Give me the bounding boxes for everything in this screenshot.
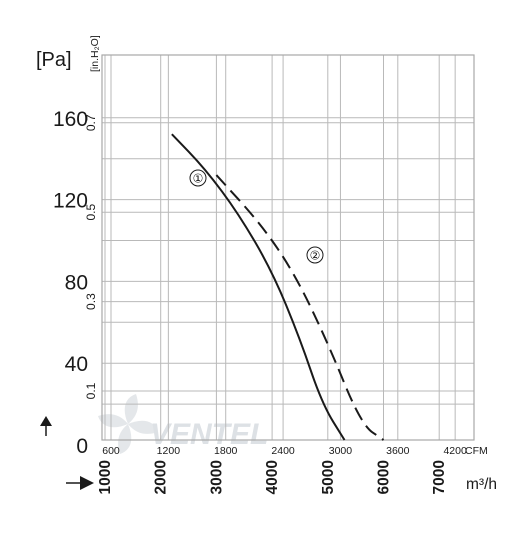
cfm-tick-label: 2400 xyxy=(271,445,295,457)
cfm-tick-label: 1200 xyxy=(157,445,181,457)
inh2o-tick-label: 0.1 xyxy=(84,382,98,399)
curve-marker-2 xyxy=(306,246,324,264)
curve-series-2 xyxy=(215,174,385,441)
inh2o-tick-label: 0.5 xyxy=(84,204,98,221)
inh2o-tick-label: 0.7 xyxy=(84,114,98,131)
m3h-tick-label: 6000 xyxy=(376,460,393,494)
cfm-tick-label: 600 xyxy=(102,445,120,457)
m3h-tick-label: 5000 xyxy=(320,460,337,494)
curves: ①② xyxy=(171,133,385,441)
curve-marker-1 xyxy=(189,169,207,187)
cfm-tick-label: 3600 xyxy=(386,445,410,457)
plot-frame xyxy=(101,54,475,441)
m3h-tick-label: 2000 xyxy=(153,460,170,494)
pa-tick-label: 120 xyxy=(53,190,88,213)
pa-tick-label: 0 xyxy=(76,435,88,458)
m3h-tick-label: 7000 xyxy=(431,460,448,494)
grid xyxy=(102,55,474,440)
curve-label-1: ① xyxy=(193,172,204,186)
cfm-tick-label: 1800 xyxy=(214,445,238,457)
inh2o-unit-label: [in.H₂O] xyxy=(89,35,101,72)
watermark-text: VENTEL xyxy=(150,418,268,451)
curve-series-1 xyxy=(171,133,346,441)
m3h-unit-label: m³/h xyxy=(466,476,497,493)
pa-tick-label: 80 xyxy=(65,271,88,294)
cfm-tick-label: 3000 xyxy=(329,445,353,457)
tick-labels: 0 40 80 120 160 0.1 0.3 0.5 0.7 600 1200 1800 2400 30… xyxy=(53,108,467,495)
pa-unit-label: [Pa] xyxy=(36,49,72,71)
pa-tick-label: 160 xyxy=(53,108,88,131)
cfm-tick-label: 4200 xyxy=(443,445,467,457)
inh2o-tick-label: 0.3 xyxy=(84,293,98,310)
flow-axis-arrow-icon xyxy=(66,476,94,490)
curve-label-2: ② xyxy=(310,249,321,263)
pa-tick-label: 40 xyxy=(65,353,88,376)
m3h-tick-label: 1000 xyxy=(97,460,114,494)
watermark: VENTEL xyxy=(98,394,268,454)
cfm-unit-label: CFM xyxy=(465,445,488,457)
m3h-tick-label: 4000 xyxy=(264,460,281,494)
m3h-tick-label: 3000 xyxy=(208,460,225,494)
pressure-axis-arrow-icon xyxy=(40,416,52,436)
